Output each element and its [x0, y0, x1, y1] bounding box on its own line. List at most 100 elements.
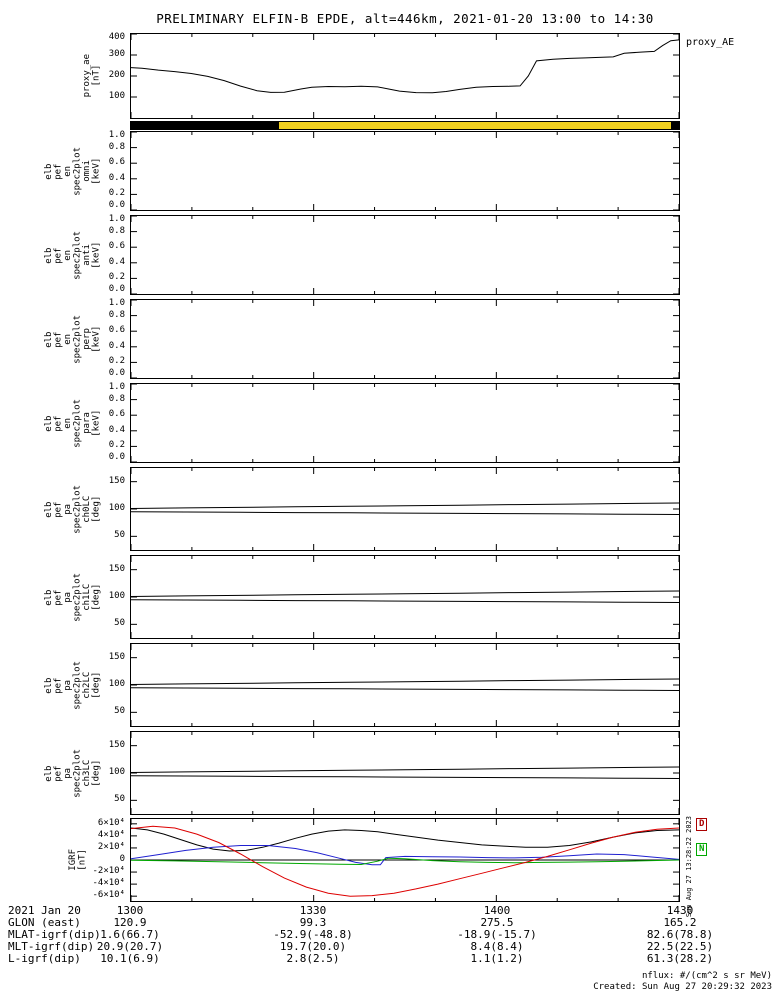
y-tick-label: 1.0	[108, 130, 125, 140]
y-axis-ticks: 400 300 200 100	[88, 32, 128, 119]
footer-value: 19.7(20.0)	[279, 940, 347, 953]
footer-row-mlat: MLAT-igrf(dip) 1.6(66.7) -52.9(-48.8) -1…	[0, 928, 775, 941]
igrf-legend: D N	[696, 818, 708, 856]
series-losscone-upper	[131, 678, 679, 685]
footer-value: 99.3	[299, 916, 327, 929]
footer-row-label: 2021 Jan 20	[8, 904, 81, 917]
panel-proxy-ae: proxy_ae [nT] 400 300 200 100	[0, 32, 775, 119]
y-tick-label: 50	[114, 794, 125, 805]
footer-row-label: GLON (east)	[8, 916, 81, 929]
panel-igrf: IGRF [nT] 6×10⁴ 4×10⁴ 2×10⁴ 0 -2×10⁴ -4×10⁴ -6…	[0, 818, 775, 902]
igrf-plot-area	[130, 818, 680, 902]
y-tick-label: 100	[108, 591, 125, 601]
y-tick-label: 300	[108, 49, 125, 59]
igrf-legend-item-n: N	[696, 843, 708, 856]
panel-pa-spec-ch0lc: elb pef pa spec2plot ch0LC [deg] 150 100 5…	[0, 467, 775, 551]
y-tick-label: 0.6	[108, 409, 125, 420]
y-tick-label: 0.4	[108, 256, 125, 267]
footer-row-label: L-igrf(dip)	[8, 952, 81, 965]
footer-value: 10.1(6.9)	[100, 952, 160, 965]
y-tick-label: 0.8	[108, 141, 125, 152]
y-tick-label: 0.2	[108, 188, 125, 199]
panel-pa-spec-ch1lc: elb pef pa spec2plot ch1LC [deg] 150 100 5…	[0, 555, 775, 639]
y-tick-label: 100	[108, 91, 125, 101]
y-tick-label: 0.8	[108, 393, 125, 404]
panel-pa-spec-ch3lc: elb pef pa spec2plot ch3LC [deg] 150 100 5…	[0, 731, 775, 815]
footer-value: 1.6(66.7)	[100, 928, 160, 941]
x-tick-label: 1300	[116, 904, 144, 917]
series-b-blue	[131, 845, 679, 866]
y-tick-label: 150	[108, 475, 125, 486]
pa-spec-ch3lc-plot-area	[130, 731, 680, 815]
plot-title: PRELIMINARY ELFIN-B EPDE, alt=446km, 202…	[156, 11, 654, 26]
y-tick-label: -2×10⁴	[92, 866, 125, 877]
y-tick-label: 0.2	[108, 440, 125, 451]
footer-value: 165.2	[663, 916, 697, 929]
y-axis-ticks: 1.0 0.8 0.6 0.4 0.2 0.0	[88, 214, 128, 295]
y-axis-title-text: IGRF [nT]	[68, 849, 88, 871]
data-availability-bar	[130, 121, 680, 130]
series-losscone-upper	[131, 766, 679, 773]
footer-value: -52.9(-48.8)	[273, 928, 353, 941]
y-axis-ticks: 1.0 0.8 0.6 0.4 0.2 0.0	[88, 298, 128, 379]
en-spec-perp-plot-area	[130, 299, 680, 379]
y-axis-ticks: 6×10⁴ 4×10⁴ 2×10⁴ 0 -2×10⁴ -4×10⁴ -6×10⁴	[88, 818, 128, 902]
footer-value: 2.8(2.5)	[286, 952, 340, 965]
series-b-total	[131, 827, 679, 852]
panel-en-spec-anti: elb pef en spec2plot anti [keV] 1.0 0.8 0.…	[0, 214, 775, 295]
y-axis-ticks: 150 100 50	[88, 555, 128, 639]
availability-segment-2	[670, 122, 679, 129]
y-tick-label: 0.0	[108, 368, 125, 378]
series-b-red	[131, 825, 679, 897]
pa-spec-ch2lc-plot-area	[130, 643, 680, 727]
y-tick-label: 0.6	[108, 241, 125, 252]
y-tick-label: 50	[114, 706, 125, 717]
en-spec-omni-plot-area	[130, 131, 680, 211]
y-tick-label: 400	[108, 32, 125, 42]
y-tick-label: 0.6	[108, 325, 125, 336]
series-proxy_AE	[131, 39, 679, 94]
y-tick-label: 0.0	[108, 452, 125, 462]
y-tick-label: 150	[108, 563, 125, 574]
y-tick-label: 0.0	[108, 200, 125, 210]
y-axis-ticks: 150 100 50	[88, 467, 128, 551]
pa-spec-ch0lc-plot-area	[130, 467, 680, 551]
series-b-green	[131, 857, 679, 866]
y-tick-label: 0.0	[108, 284, 125, 294]
footer-value: 82.6(78.8)	[646, 928, 714, 941]
series-losscone-upper	[131, 590, 679, 597]
footer-value: 1.1(1.2)	[470, 952, 524, 965]
igrf-legend-item-d: D	[696, 818, 708, 831]
y-tick-label: 50	[114, 530, 125, 541]
y-tick-label: 1.0	[108, 214, 125, 224]
footer-row-date: 2021 Jan 20 1300 1330 1400 1430	[0, 904, 775, 917]
y-tick-label: 50	[114, 618, 125, 629]
series-losscone-lower	[131, 775, 679, 779]
footer-value: 275.5	[480, 916, 514, 929]
y-axis-ticks: 150 100 50	[88, 731, 128, 815]
footer-row-label: MLT-igrf(dip)	[8, 940, 95, 953]
side-timestamp: Sun Aug 27 13:28:22 2023	[685, 816, 693, 918]
footer-value: -18.9(-15.7)	[457, 928, 537, 941]
y-tick-label: 100	[108, 679, 125, 689]
y-tick-label: 0.4	[108, 172, 125, 183]
footer-value: 120.9	[113, 916, 147, 929]
y-tick-label: 1.0	[108, 382, 125, 392]
y-tick-label: 1.0	[108, 298, 125, 308]
y-tick-label: 0.4	[108, 424, 125, 435]
plot-notes: nflux: #/(cm^2 s sr MeV) Created: Sun Au…	[593, 971, 772, 993]
panel-en-spec-omni: elb pef en spec2plot omni [keV] 1.0 0.8 0.…	[0, 130, 775, 211]
en-spec-anti-plot-area	[130, 215, 680, 295]
panel-pa-spec-ch2lc: elb pef pa spec2plot ch2LC [deg] 150 100 5…	[0, 643, 775, 727]
series-losscone-lower	[131, 687, 679, 691]
y-axis-ticks: 1.0 0.8 0.6 0.4 0.2 0.0	[88, 382, 128, 463]
y-tick-label: 2×10⁴	[97, 841, 125, 852]
y-tick-label: 0.4	[108, 340, 125, 351]
y-axis-ticks: 1.0 0.8 0.6 0.4 0.2 0.0	[88, 130, 128, 211]
proxy-ae-right-label: proxy_AE	[686, 37, 735, 48]
y-axis-ticks: 150 100 50	[88, 643, 128, 727]
nflux-units-note: nflux: #/(cm^2 s sr MeV)	[641, 971, 772, 981]
pa-spec-ch1lc-plot-area	[130, 555, 680, 639]
y-tick-label: 0.6	[108, 157, 125, 168]
